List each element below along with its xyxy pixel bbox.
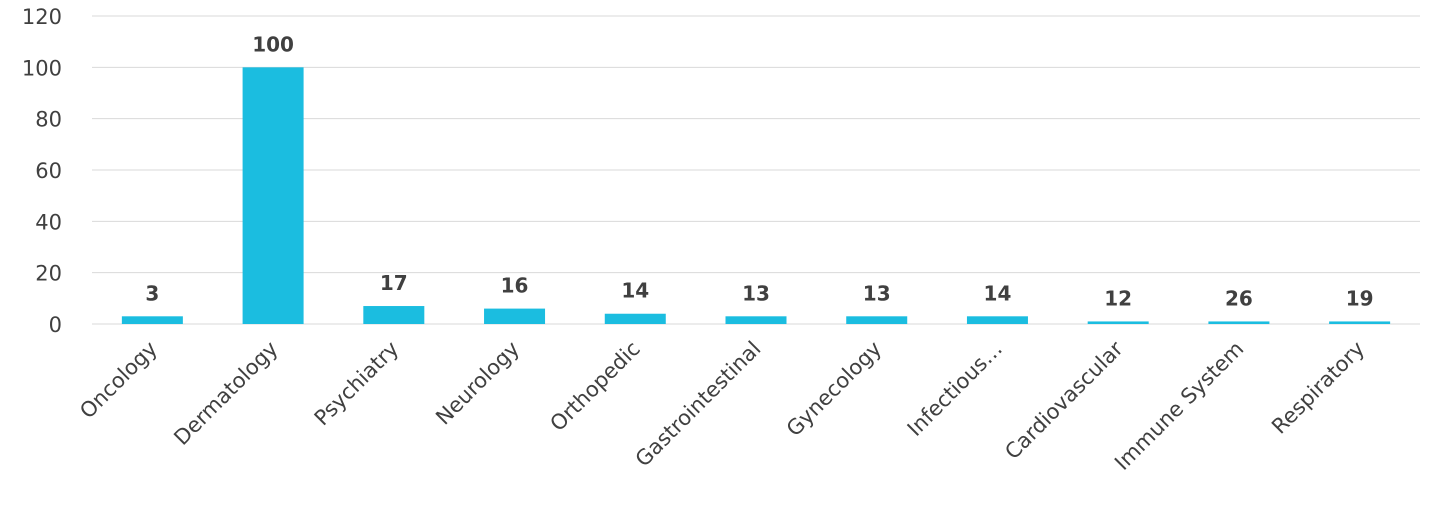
data-label: 26: [1225, 286, 1253, 310]
x-tick-label: Oncology: [75, 337, 162, 424]
y-tick-label: 0: [49, 313, 62, 337]
bar-orthopedic: [604, 313, 666, 324]
y-tick-label: 20: [35, 262, 62, 286]
data-label: 19: [1346, 286, 1374, 310]
x-tick-label: Gynecology: [782, 337, 886, 441]
bar-dermatology: [242, 67, 304, 324]
data-labels: 3 100 17 16 14 13 13 14 12 26 19: [145, 32, 1373, 310]
data-label: 16: [501, 274, 529, 298]
bar-cardiovascular: [1087, 321, 1149, 324]
x-tick-label: Cardiovascular: [1000, 336, 1128, 464]
data-label: 3: [145, 281, 159, 305]
bar-respiratory: [1329, 321, 1391, 324]
y-tick-label: 80: [35, 108, 62, 132]
bar-immune-system: [1208, 321, 1270, 324]
x-tick-label: Orthopedic: [545, 337, 644, 436]
data-label: 12: [1104, 286, 1132, 310]
bar-gastrointestinal: [725, 316, 787, 324]
y-tick-label: 40: [35, 210, 62, 234]
gridlines: [92, 15, 1420, 325]
data-label: 13: [742, 281, 770, 305]
x-tick-label: Neurology: [431, 337, 524, 430]
data-label: 14: [621, 279, 649, 303]
bar-neurology: [484, 308, 546, 324]
x-tick-label: Psychiatry: [310, 337, 404, 431]
bar-infectious: [966, 316, 1028, 324]
x-tick-label: Respiratory: [1267, 337, 1369, 439]
bar-gynecology: [846, 316, 908, 324]
bar-oncology: [121, 316, 183, 324]
x-tick-label: Dermatology: [169, 337, 282, 450]
data-label: 14: [984, 281, 1012, 305]
x-tick-label: Gastrointestinal: [631, 337, 766, 472]
y-tick-label: 120: [22, 5, 62, 29]
bar-psychiatry: [363, 306, 425, 324]
y-axis-ticks: 0 20 40 60 80 100 120: [22, 5, 62, 337]
x-tick-label: Immune System: [1110, 337, 1248, 475]
x-axis-labels: Oncology Dermatology Psychiatry Neurology Or…: [75, 336, 1369, 475]
data-label: 17: [380, 271, 408, 295]
x-tick-label: Infectious…: [903, 337, 1007, 441]
y-tick-label: 60: [35, 159, 62, 183]
y-tick-label: 100: [22, 56, 62, 80]
bars: [121, 67, 1391, 324]
data-label: 13: [863, 281, 891, 305]
data-label: 100: [252, 32, 294, 56]
